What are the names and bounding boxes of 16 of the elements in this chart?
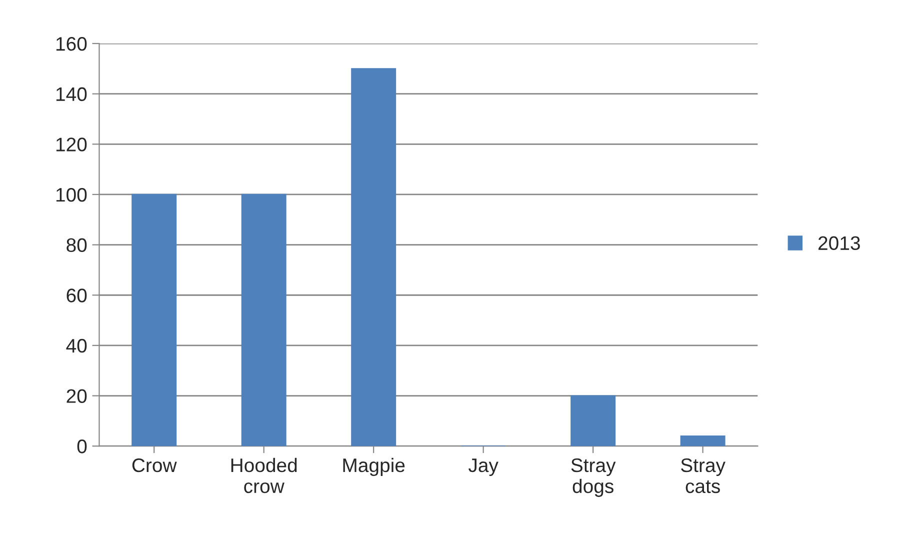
y-tick-label: 40 <box>66 338 87 353</box>
x-tick-label: Crow <box>132 458 177 472</box>
x-tick-label: Stray dogs <box>571 458 616 497</box>
legend-label: 2013 <box>818 236 860 250</box>
x-tick-label: Stray cats <box>681 458 726 494</box>
y-tick-label: 100 <box>56 188 87 202</box>
y-tick-label: 60 <box>66 288 87 302</box>
y-tick-label: 0 <box>77 440 87 454</box>
y-tick-label: 120 <box>56 138 87 152</box>
y-tick-label: 140 <box>56 87 87 102</box>
y-tick-label: 160 <box>56 36 87 51</box>
x-tick-label: Magpie <box>343 458 405 476</box>
y-tick-label: 80 <box>66 238 87 252</box>
y-tick-label: 20 <box>66 389 87 403</box>
x-tick-label: Jay <box>468 458 498 476</box>
x-tick-label: Hooded crow <box>231 458 297 494</box>
